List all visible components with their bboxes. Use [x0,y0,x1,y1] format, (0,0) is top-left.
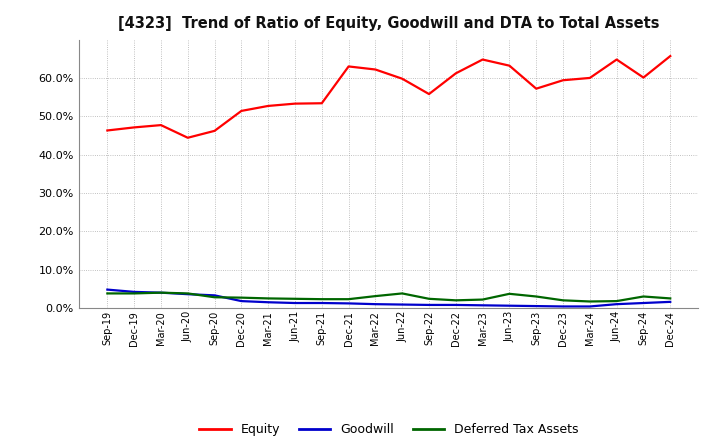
Title: [4323]  Trend of Ratio of Equity, Goodwill and DTA to Total Assets: [4323] Trend of Ratio of Equity, Goodwil… [118,16,660,32]
Legend: Equity, Goodwill, Deferred Tax Assets: Equity, Goodwill, Deferred Tax Assets [194,418,583,440]
